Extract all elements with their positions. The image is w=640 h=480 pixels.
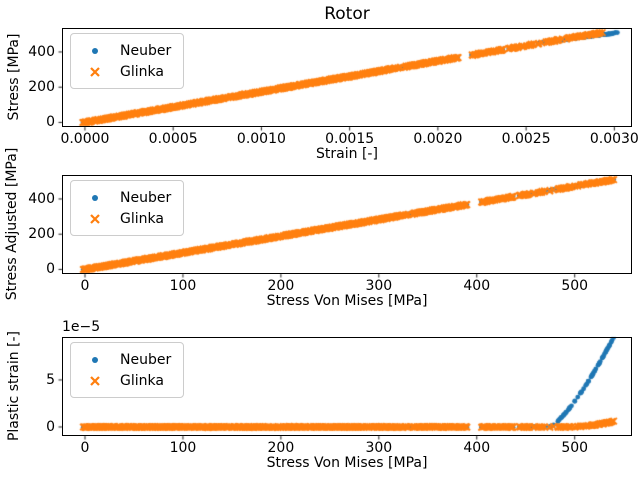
legend: Neuber Glinka — [70, 342, 185, 398]
glinka-x-marker-icon — [80, 213, 110, 225]
y-tick-label: 400 — [28, 190, 55, 207]
legend-item-neuber: Neuber — [80, 40, 171, 61]
legend-item-glinka: Glinka — [80, 208, 171, 229]
x-axis-label-strain: Strain [-] — [316, 146, 378, 162]
x-tick-label: 400 — [463, 278, 491, 294]
legend-label: Glinka — [120, 63, 164, 80]
legend-label: Neuber — [120, 351, 172, 368]
legend-item-glinka: Glinka — [80, 370, 171, 391]
legend-label: Glinka — [120, 210, 164, 227]
x-tick-label: 200 — [267, 440, 295, 456]
legend-item-glinka: Glinka — [80, 61, 171, 82]
legend-label: Glinka — [120, 372, 164, 389]
y-tick-label: 5 — [46, 371, 55, 388]
axes-stress-adjusted-vs-von-mises — [62, 175, 632, 274]
legend: Neuber Glinka — [70, 33, 185, 89]
glinka-x-marker-icon — [80, 375, 110, 387]
neuber-dot-marker-icon — [80, 45, 110, 57]
x-tick-label: 500 — [561, 440, 589, 456]
x-tick-label: 0.0010 — [236, 131, 286, 147]
figure-title: Rotor — [324, 4, 370, 24]
y-tick-label: 200 — [28, 226, 55, 243]
glinka-x-marker-icon — [80, 66, 110, 78]
x-tick-label: 0.0030 — [589, 131, 639, 147]
y-tick-label: 400 — [28, 43, 55, 60]
neuber-dot-marker-icon — [80, 192, 110, 204]
x-axis-label-von-mises-middle: Stress Von Mises [MPa] — [266, 293, 428, 309]
neuber-dot-marker-icon — [80, 354, 110, 366]
x-tick-label: 500 — [561, 278, 589, 294]
y-axis-offset-text: 1e−5 — [62, 319, 101, 335]
y-tick-label: 0 — [46, 418, 55, 435]
legend: Neuber Glinka — [70, 180, 185, 236]
x-tick-label: 0.0000 — [60, 131, 110, 147]
y-tick-label: 0 — [46, 261, 55, 278]
x-tick-label: 0 — [80, 440, 90, 456]
x-tick-label: 100 — [169, 440, 197, 456]
y-tick-label: 0 — [46, 114, 55, 131]
legend-item-neuber: Neuber — [80, 187, 171, 208]
x-tick-label: 300 — [365, 440, 393, 456]
x-tick-label: 400 — [463, 440, 491, 456]
x-tick-label: 0.0025 — [501, 131, 551, 147]
y-tick-label: 200 — [28, 79, 55, 96]
x-tick-label: 0.0020 — [413, 131, 463, 147]
axes-stress-vs-strain — [62, 28, 632, 127]
x-axis-label-von-mises-bottom: Stress Von Mises [MPa] — [266, 455, 428, 471]
legend-item-neuber: Neuber — [80, 349, 171, 370]
legend-label: Neuber — [120, 42, 172, 59]
x-tick-label: 0 — [80, 278, 90, 294]
axes-plastic-strain-vs-von-mises — [62, 337, 632, 436]
x-tick-label: 0.0015 — [325, 131, 375, 147]
legend-label: Neuber — [120, 189, 172, 206]
x-tick-label: 300 — [365, 278, 393, 294]
x-tick-label: 200 — [267, 278, 295, 294]
x-tick-label: 0.0005 — [148, 131, 198, 147]
x-tick-label: 100 — [169, 278, 197, 294]
